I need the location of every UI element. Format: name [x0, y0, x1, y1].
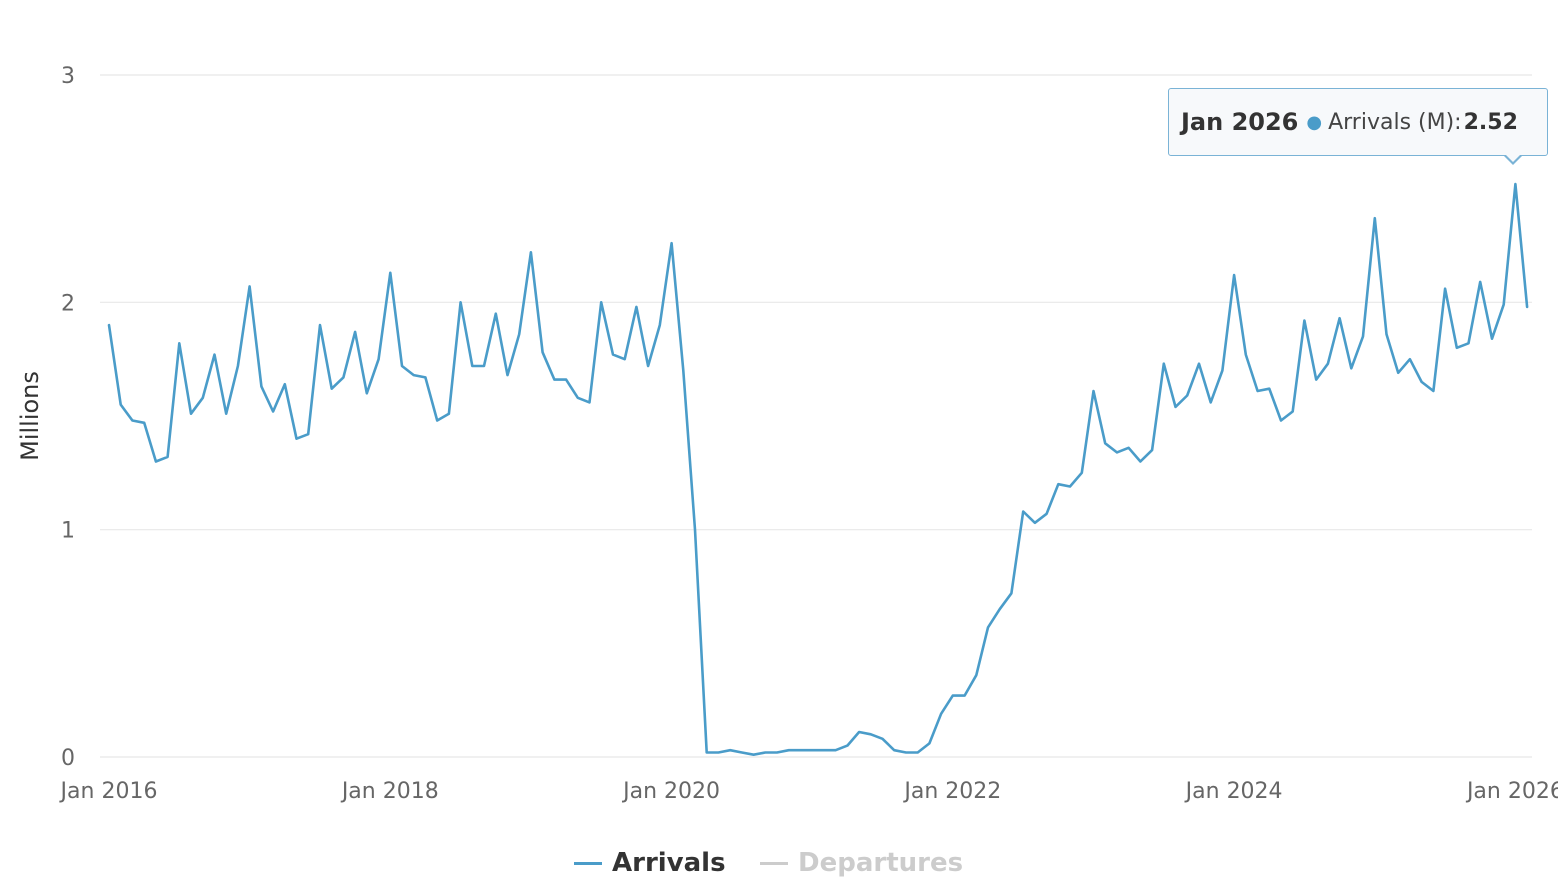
legend-item-arrivals[interactable]: Arrivals — [574, 848, 726, 878]
x-tick-label: Jan 2020 — [621, 779, 720, 804]
x-tick-label: Jan 2022 — [902, 779, 1001, 804]
series-layer — [107, 182, 1529, 757]
legend-arrivals-swatch — [574, 861, 602, 865]
legend-departures-swatch — [760, 861, 788, 865]
tooltip: Jan 2026 ● Arrivals (M): 2.52 — [1168, 88, 1548, 156]
tooltip-value: 2.52 — [1463, 109, 1518, 135]
x-tick-label: Jan 2016 — [59, 779, 158, 804]
y-tick-label: 0 — [61, 746, 75, 771]
y-tick-label: 1 — [61, 519, 75, 544]
x-tick-label: Jan 2026 — [1465, 779, 1558, 804]
legend: Arrivals Departures — [0, 848, 1558, 882]
tooltip-series-dot-icon: ● — [1306, 111, 1323, 133]
legend-item-departures[interactable]: Departures — [760, 848, 963, 878]
x-axis-ticks: Jan 2016 Jan 2018 Jan 2020 Jan 2022 Jan 2024… — [59, 779, 1558, 804]
tooltip-pointer-fill — [1505, 154, 1521, 162]
y-axis-label: Millions — [16, 371, 44, 461]
y-tick-label: 3 — [61, 64, 75, 89]
y-tick-label: 2 — [61, 291, 75, 316]
legend-departures-label: Departures — [798, 848, 964, 878]
grid-lines — [100, 74, 1532, 758]
tooltip-series-label: Arrivals (M): — [1328, 109, 1462, 135]
legend-arrivals-label: Arrivals — [612, 848, 726, 878]
tooltip-date: Jan 2026 — [1181, 108, 1299, 136]
series-line-arrivals[interactable] — [107, 182, 1529, 757]
x-tick-label: Jan 2018 — [340, 779, 439, 804]
y-axis-ticks: 0 1 2 3 — [61, 64, 75, 771]
x-tick-label: Jan 2024 — [1184, 779, 1283, 804]
